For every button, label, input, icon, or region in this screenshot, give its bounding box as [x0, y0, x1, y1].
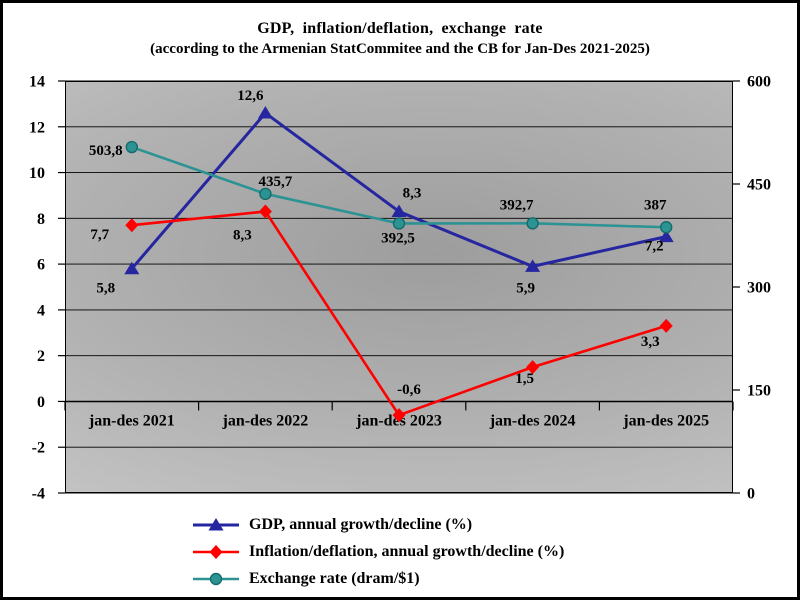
chart-title-line2: (according to the Armenian StatCommitee …	[150, 41, 650, 57]
data-label: 435,7	[259, 174, 293, 190]
data-label: 5,8	[96, 281, 115, 297]
diamond-marker	[258, 204, 272, 219]
data-label: 7,2	[645, 239, 664, 255]
category-label: jan-des 2025	[622, 412, 709, 429]
circle-marker	[259, 187, 272, 201]
left-axis-label: -2	[32, 440, 45, 457]
data-label: -0,6	[397, 382, 421, 398]
circle-marker	[392, 217, 406, 230]
left-axis-label: 14	[29, 74, 45, 91]
data-label: 12,6	[237, 88, 264, 104]
exchange-rate-line-swatch	[193, 572, 239, 586]
diamond-marker	[392, 408, 406, 423]
circle-marker	[125, 140, 139, 154]
triangle-marker	[391, 204, 407, 217]
right-axis-label: 300	[747, 280, 771, 297]
diamond-marker	[125, 218, 139, 233]
triangle-marker	[208, 518, 224, 531]
right-axis-label: 600	[747, 74, 771, 91]
triangle-marker	[525, 259, 541, 272]
legend-label-inflation: Inflation/deflation, annual growth/decli…	[249, 543, 565, 560]
data-label: 387	[644, 197, 667, 213]
category-label: jan-des 2022	[222, 412, 309, 429]
left-axis-label: 8	[37, 211, 45, 228]
left-axis-label: 0	[37, 394, 45, 411]
data-label: 8,3	[403, 185, 422, 201]
left-axis-label: 6	[37, 257, 45, 274]
left-axis-label: 2	[37, 348, 45, 365]
data-label: 3,3	[641, 334, 660, 350]
left-axis-label: -4	[32, 486, 45, 503]
triangle-marker	[124, 261, 140, 275]
left-axis-label: 4	[37, 302, 45, 319]
chart-title: GDP, inflation/deflation, exchange rate …	[3, 20, 797, 58]
plot-area	[65, 81, 733, 493]
triangle-marker	[257, 106, 273, 119]
data-label: 7,7	[90, 227, 109, 243]
legend-item-inflation: Inflation/deflation, annual growth/decli…	[191, 543, 564, 561]
right-axis-label: 150	[747, 383, 771, 400]
circle-marker	[209, 572, 223, 586]
category-label: jan-des 2024	[489, 412, 576, 429]
legend-item-exchange-rate: Exchange rate (dram/$1)	[191, 570, 564, 588]
diamond-marker	[526, 360, 540, 375]
inflation-line-swatch	[193, 545, 239, 559]
chart-canvas: -4 -2 0 2 4 6 8 10 12 14 0 150 300 450 600 jan-des 2021…	[29, 74, 771, 503]
data-label: 5,9	[516, 280, 535, 296]
left-axis-label: 10	[29, 165, 45, 182]
legend-item-gdp: GDP, annual growth/decline (%)	[191, 516, 564, 534]
legend: GDP, annual growth/decline (%) Inflation…	[191, 516, 564, 588]
data-label: 8,3	[233, 227, 252, 243]
chart-title-line1: GDP, inflation/deflation, exchange rate	[257, 20, 543, 37]
legend-label-exchange-rate: Exchange rate (dram/$1)	[249, 570, 420, 587]
circle-marker	[660, 221, 673, 234]
diamond-marker	[659, 318, 673, 333]
data-label: 392,5	[381, 230, 415, 246]
diamond-marker	[209, 545, 223, 559]
category-label: jan-des 2021	[88, 412, 175, 429]
legend-label-gdp: GDP, annual growth/decline (%)	[249, 516, 473, 533]
left-axis-label: 12	[29, 119, 45, 136]
circle-marker	[526, 217, 539, 230]
triangle-marker	[658, 229, 674, 243]
right-axis-label: 450	[747, 177, 771, 194]
gdp-line-swatch	[193, 518, 239, 531]
data-label: 503,8	[89, 143, 123, 159]
data-label: 1,5	[515, 371, 534, 387]
data-label: 392,7	[500, 197, 534, 213]
right-axis-label: 0	[747, 486, 755, 503]
